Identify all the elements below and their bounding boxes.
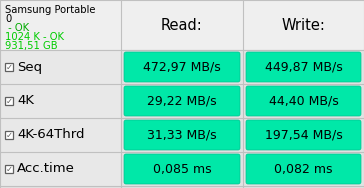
Text: ✓: ✓ xyxy=(5,97,12,106)
Text: Write:: Write: xyxy=(282,17,325,33)
FancyBboxPatch shape xyxy=(124,86,240,116)
Bar xyxy=(5,63,13,71)
FancyBboxPatch shape xyxy=(246,52,361,82)
Text: 1024 K - OK: 1024 K - OK xyxy=(5,32,64,42)
Bar xyxy=(5,165,13,173)
Text: 0,085 ms: 0,085 ms xyxy=(153,162,211,176)
FancyBboxPatch shape xyxy=(124,52,240,82)
Text: 4K-64Thrd: 4K-64Thrd xyxy=(17,129,84,142)
FancyBboxPatch shape xyxy=(246,86,361,116)
Bar xyxy=(121,118,364,152)
Bar xyxy=(121,50,364,84)
Text: 0,082 ms: 0,082 ms xyxy=(274,162,333,176)
Text: 44,40 MB/s: 44,40 MB/s xyxy=(269,95,339,108)
Text: Read:: Read: xyxy=(161,17,203,33)
Bar xyxy=(121,152,364,186)
FancyBboxPatch shape xyxy=(246,154,361,184)
Text: 29,22 MB/s: 29,22 MB/s xyxy=(147,95,217,108)
Bar xyxy=(5,97,13,105)
Bar xyxy=(0,84,121,118)
Bar xyxy=(0,0,364,50)
Text: 0: 0 xyxy=(5,14,11,24)
Text: Acc.time: Acc.time xyxy=(17,162,75,176)
Bar xyxy=(5,131,13,139)
Text: 472,97 MB/s: 472,97 MB/s xyxy=(143,61,221,74)
Text: 4K: 4K xyxy=(17,95,34,108)
Text: Samsung Portable: Samsung Portable xyxy=(5,5,95,15)
Text: ✓: ✓ xyxy=(5,165,12,174)
Text: ✓: ✓ xyxy=(5,63,12,72)
Bar xyxy=(0,50,121,84)
FancyBboxPatch shape xyxy=(124,120,240,150)
Text: 197,54 MB/s: 197,54 MB/s xyxy=(265,129,343,142)
FancyBboxPatch shape xyxy=(124,154,240,184)
Text: 931,51 GB: 931,51 GB xyxy=(5,41,58,51)
Bar xyxy=(0,118,121,152)
Text: - OK: - OK xyxy=(5,23,29,33)
Text: ✓: ✓ xyxy=(5,131,12,140)
Bar xyxy=(0,152,121,186)
Text: Seq: Seq xyxy=(17,61,42,74)
Text: 31,33 MB/s: 31,33 MB/s xyxy=(147,129,217,142)
Text: 449,87 MB/s: 449,87 MB/s xyxy=(265,61,343,74)
Bar xyxy=(121,84,364,118)
FancyBboxPatch shape xyxy=(246,120,361,150)
